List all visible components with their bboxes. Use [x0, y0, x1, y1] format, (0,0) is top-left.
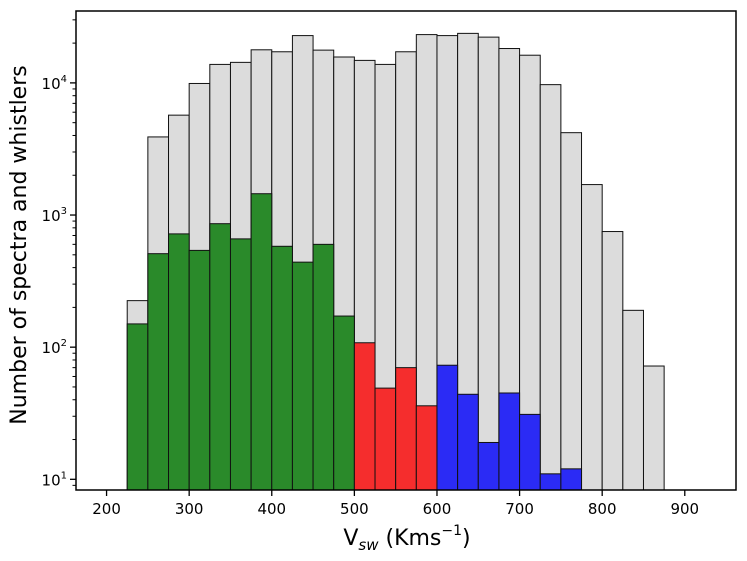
- histogram-bar-series-1: [188, 249, 211, 491]
- y-tick-label: 104: [42, 74, 67, 93]
- histogram-bar-series-1: [209, 223, 231, 491]
- histogram-bar-series-3: [560, 468, 583, 491]
- y-axis: 101 102 103 104: [42, 19, 76, 489]
- histogram-bar-series-1: [291, 261, 314, 491]
- y-tick-label: 101: [42, 470, 67, 489]
- histogram-bar-series-0: [601, 231, 624, 491]
- x-axis-title-subscript: sw: [358, 536, 379, 554]
- bars-layer: [126, 32, 665, 491]
- x-tick-label: 600: [423, 500, 452, 518]
- x-axis-title: Vsw (Kms−1): [343, 523, 470, 554]
- histogram-bar-series-2: [374, 387, 397, 491]
- plot-frame: [75, 10, 737, 491]
- x-axis-title-superscript: −1: [441, 523, 462, 539]
- histogram-bar-series-3: [539, 473, 562, 491]
- histogram-bar-series-2: [395, 367, 417, 491]
- histogram-bar-series-0: [581, 184, 603, 491]
- histogram-bar-series-0: [539, 84, 562, 491]
- x-axis: 200 300 400 500 600 700 800 900: [92, 490, 699, 518]
- histogram-bar-series-1: [250, 193, 273, 491]
- y-axis-title: Number of spectra and whistlers: [7, 65, 32, 424]
- histogram-bar-series-1: [126, 323, 149, 491]
- x-axis-title-close: ): [462, 526, 471, 551]
- histogram-bar-series-3: [519, 413, 541, 491]
- histogram-bar-series-1: [271, 245, 293, 491]
- histogram-bar-series-2: [415, 405, 438, 491]
- histogram-bar-series-3: [457, 393, 479, 491]
- histogram-bar-series-2: [353, 342, 376, 491]
- histogram-bar-series-1: [168, 233, 190, 491]
- x-tick-label: 800: [588, 500, 617, 518]
- histogram-bar-series-1: [229, 238, 252, 491]
- histogram-bar-series-0: [560, 132, 583, 491]
- histogram-bar-series-3: [477, 441, 500, 491]
- histogram-bar-series-1: [147, 253, 170, 491]
- x-tick-label: 300: [175, 500, 204, 518]
- histogram-bar-series-3: [498, 392, 521, 491]
- x-axis-title-main: V: [343, 526, 358, 551]
- histogram-bar-series-1: [312, 243, 335, 491]
- histogram-bar-series-3: [436, 364, 459, 491]
- y-tick-label: 103: [42, 206, 67, 225]
- x-tick-label: 200: [92, 500, 121, 518]
- histogram-bar-series-1: [333, 315, 355, 491]
- histogram-bar-series-0: [622, 309, 644, 491]
- histogram-bar-series-0: [477, 36, 500, 491]
- x-tick-label: 900: [670, 500, 699, 518]
- histogram-bar-series-0: [642, 365, 665, 491]
- x-tick-label: 400: [257, 500, 286, 518]
- y-tick-label: 102: [42, 338, 67, 357]
- x-tick-label: 700: [505, 500, 534, 518]
- x-tick-label: 500: [340, 500, 369, 518]
- x-axis-title-unit: (Kms: [379, 526, 442, 551]
